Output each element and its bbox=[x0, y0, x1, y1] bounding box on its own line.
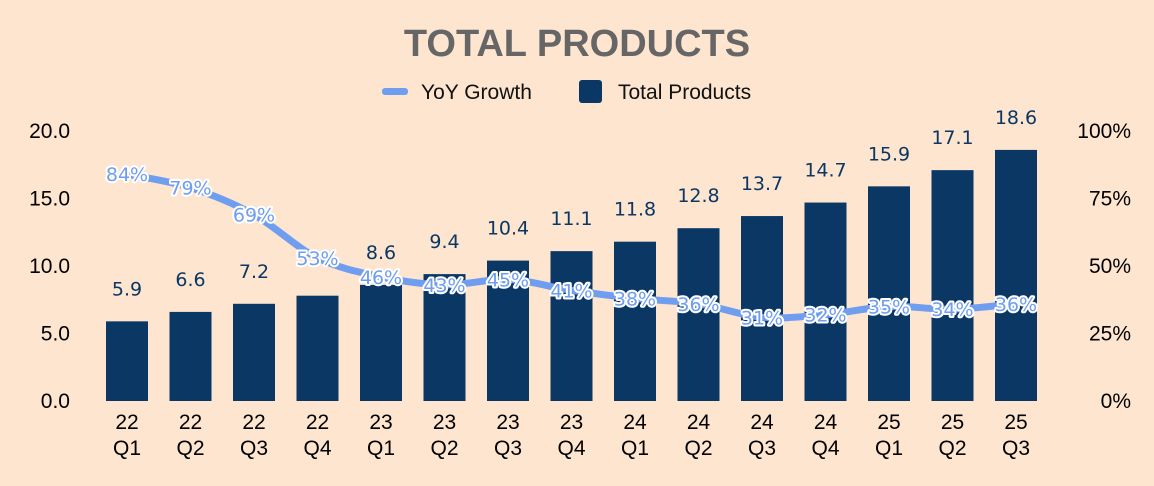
x-tick-label-quarter: Q3 bbox=[748, 437, 776, 460]
legend-swatch-total-products bbox=[579, 80, 602, 103]
yoy-growth-label: 43% bbox=[423, 275, 465, 297]
y-left-tick-label: 5.0 bbox=[41, 323, 70, 346]
x-tick-label-year: 23 bbox=[496, 411, 519, 434]
bar-value-label: 9.4 bbox=[429, 231, 459, 253]
yoy-growth-label: 36% bbox=[995, 294, 1037, 316]
yoy-growth-label: 46% bbox=[360, 267, 402, 289]
legend-label-yoy-growth: YoY Growth bbox=[421, 81, 532, 104]
x-tick-label-quarter: Q3 bbox=[1002, 437, 1030, 460]
legend: YoY Growth Total Products bbox=[382, 80, 751, 104]
line-series bbox=[123, 170, 1020, 322]
y-left-tick-label: 20.0 bbox=[29, 120, 70, 143]
bar-value-label: 18.6 bbox=[995, 107, 1037, 129]
x-tick-label-quarter: Q2 bbox=[176, 437, 204, 460]
y-left-axis: 0.0 5.0 10.0 15.0 20.0 bbox=[29, 120, 70, 413]
x-tick-label-quarter: Q3 bbox=[494, 437, 522, 460]
y-right-tick-label: 25% bbox=[1089, 323, 1131, 346]
bar-value-label: 10.4 bbox=[487, 218, 529, 240]
x-tick-label-year: 23 bbox=[560, 411, 583, 434]
bar bbox=[360, 284, 402, 401]
x-tick-label-year: 22 bbox=[179, 411, 202, 434]
yoy-growth-label: 41% bbox=[550, 280, 592, 302]
bar bbox=[169, 311, 212, 401]
x-tick-label-year: 25 bbox=[1004, 411, 1027, 434]
y-left-tick-label: 15.0 bbox=[29, 188, 70, 211]
bar-labels: 5.9 6.6 7.2 8.6 9.4 10.4 11.1 11.8 12.8 13.7 14.7 1… bbox=[112, 107, 1037, 300]
x-tick-label-quarter: Q4 bbox=[811, 437, 839, 460]
line-labels: 84% 79% 69% 53% 46% 43% 45% 41% 38% 36% 31% 32% 35% 3… bbox=[104, 162, 1039, 331]
bar bbox=[296, 295, 339, 401]
bar bbox=[741, 216, 783, 401]
bar bbox=[677, 228, 720, 401]
bar-value-label: 11.8 bbox=[614, 199, 656, 221]
x-tick-label-quarter: Q1 bbox=[875, 437, 903, 460]
bar bbox=[423, 274, 466, 401]
x-tick-label-year: 22 bbox=[242, 411, 265, 434]
x-tick-label-year: 25 bbox=[877, 411, 900, 434]
x-tick-label-quarter: Q3 bbox=[240, 437, 268, 460]
bar-value-label: 17.1 bbox=[931, 127, 973, 149]
x-tick-label-year: 24 bbox=[687, 411, 711, 434]
yoy-growth-label: 35% bbox=[868, 297, 910, 319]
y-right-tick-label: 75% bbox=[1089, 188, 1131, 211]
yoy-growth-line bbox=[123, 170, 1020, 322]
bar-value-label: 6.6 bbox=[175, 269, 205, 291]
x-tick-label-year: 24 bbox=[814, 411, 838, 434]
x-tick-label-year: 22 bbox=[306, 411, 329, 434]
yoy-growth-label: 79% bbox=[169, 178, 211, 200]
x-tick-label-year: 24 bbox=[623, 411, 647, 434]
y-left-tick-label: 0.0 bbox=[41, 390, 70, 413]
x-tick-label-quarter: Q4 bbox=[303, 437, 331, 460]
bar-value-label: 8.6 bbox=[366, 242, 396, 264]
x-tick-label-year: 22 bbox=[115, 411, 138, 434]
bar bbox=[233, 303, 275, 401]
chart-title: TOTAL PRODUCTS bbox=[404, 23, 750, 65]
yoy-growth-label: 34% bbox=[931, 299, 973, 321]
bar bbox=[614, 241, 656, 401]
x-tick-label-year: 24 bbox=[750, 411, 774, 434]
x-tick-label-quarter: Q1 bbox=[621, 437, 649, 460]
bar-value-label: 12.8 bbox=[677, 185, 719, 207]
bar-value-label: 7.2 bbox=[239, 261, 269, 283]
x-tick-label-quarter: Q2 bbox=[684, 437, 712, 460]
bar bbox=[106, 321, 148, 401]
y-right-tick-label: 0% bbox=[1101, 390, 1131, 413]
x-tick-label-year: 23 bbox=[433, 411, 456, 434]
bar bbox=[868, 186, 910, 401]
yoy-growth-label: 36% bbox=[677, 294, 719, 316]
x-tick-label-quarter: Q1 bbox=[113, 437, 141, 460]
bar bbox=[804, 202, 847, 401]
yoy-growth-label: 84% bbox=[106, 164, 148, 186]
yoy-growth-label: 53% bbox=[296, 248, 338, 270]
y-right-tick-label: 100% bbox=[1077, 120, 1131, 143]
yoy-growth-label: 45% bbox=[487, 270, 529, 292]
x-axis: 22 Q1 22 Q2 22 Q3 22 Q4 23 Q1 23 Q2 23 Q3 23 Q4 24 Q1 24 Q2… bbox=[113, 411, 1030, 460]
bar bbox=[931, 170, 974, 401]
x-tick-label-quarter: Q4 bbox=[557, 437, 585, 460]
y-left-tick-label: 10.0 bbox=[29, 255, 70, 278]
bar-value-label: 11.1 bbox=[550, 208, 592, 230]
x-tick-label-quarter: Q2 bbox=[938, 437, 966, 460]
bar-value-label: 14.7 bbox=[804, 160, 846, 182]
x-tick-label-year: 23 bbox=[369, 411, 392, 434]
bar-series bbox=[106, 149, 1037, 401]
bar bbox=[995, 149, 1037, 401]
x-tick-label-year: 25 bbox=[941, 411, 964, 434]
x-tick-label-quarter: Q2 bbox=[430, 437, 458, 460]
bar-value-label: 15.9 bbox=[868, 143, 910, 165]
yoy-growth-label: 69% bbox=[233, 205, 275, 227]
yoy-growth-label: 32% bbox=[804, 305, 846, 327]
legend-label-total-products: Total Products bbox=[618, 81, 751, 104]
bar-value-label: 5.9 bbox=[112, 278, 142, 300]
yoy-growth-label: 31% bbox=[741, 307, 783, 329]
x-tick-label-quarter: Q1 bbox=[367, 437, 395, 460]
bar-value-label: 13.7 bbox=[741, 173, 783, 195]
y-right-axis: 0% 25% 50% 75% 100% bbox=[1077, 120, 1131, 413]
y-right-tick-label: 50% bbox=[1089, 255, 1131, 278]
yoy-growth-label: 38% bbox=[614, 288, 656, 310]
bar bbox=[550, 251, 593, 401]
legend-swatch-yoy-growth bbox=[382, 88, 408, 95]
